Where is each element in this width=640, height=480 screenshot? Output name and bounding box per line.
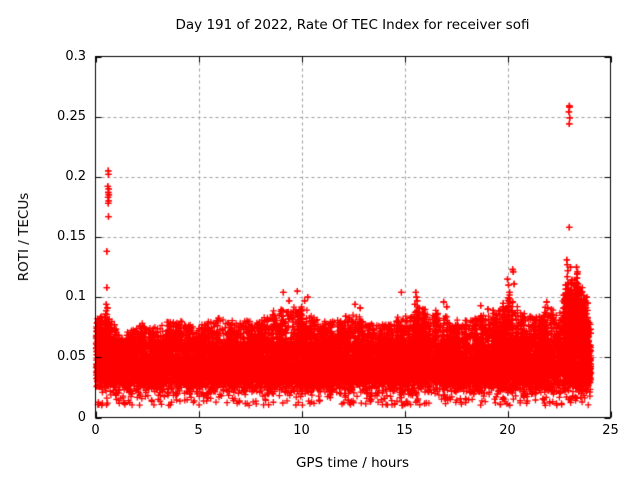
x-tick-label-0: 0 — [91, 423, 100, 438]
x-axis-label: GPS time / hours — [295, 455, 410, 471]
y-tick-label-0.3: 0.3 — [65, 48, 86, 64]
x-tick-label-20: 20 — [499, 423, 516, 438]
y-tick-label-0.25: 0.25 — [57, 108, 86, 124]
x-tick-label-5: 5 — [194, 423, 203, 438]
y-tick-label-0.2: 0.2 — [65, 168, 86, 184]
y-tick-label-0.1: 0.1 — [65, 289, 86, 305]
chart-title: Day 191 of 2022, Rate Of TEC Index for r… — [175, 17, 530, 33]
y-tick-label-0.15: 0.15 — [57, 229, 86, 244]
y-tick-label-0: 0 — [77, 409, 86, 425]
x-tick-label-10: 10 — [293, 423, 310, 438]
x-tick-label-15: 15 — [396, 423, 413, 438]
y-tick-label-0.05: 0.05 — [57, 349, 86, 365]
x-tick-label-25: 25 — [602, 423, 619, 438]
